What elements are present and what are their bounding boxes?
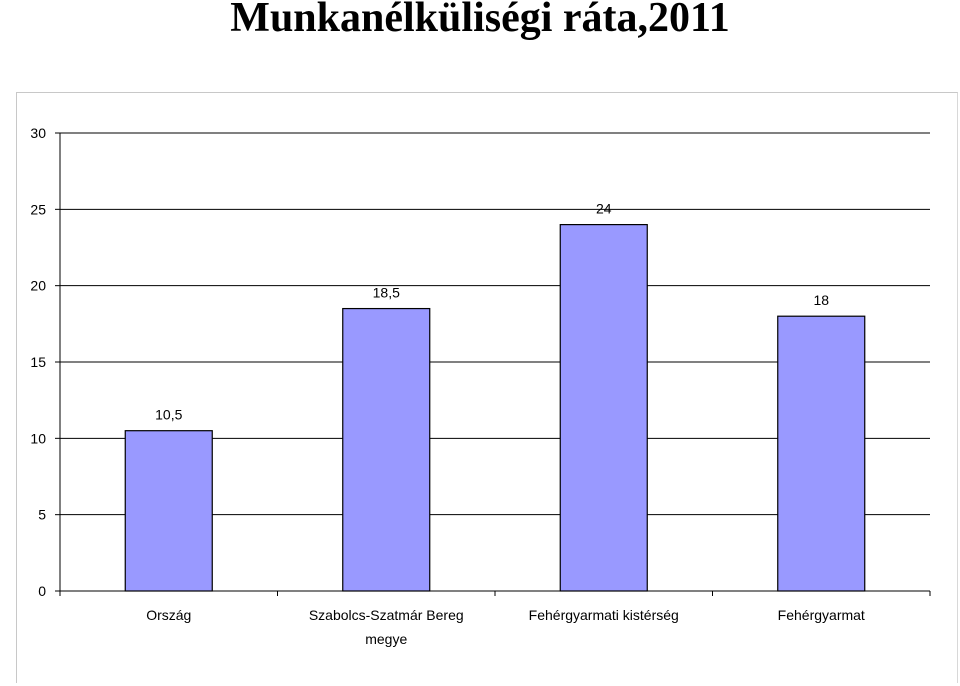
data-label: 10,5 (155, 407, 182, 423)
data-label: 18 (813, 292, 829, 308)
bars (124, 224, 866, 592)
bar (559, 224, 648, 592)
data-label: 24 (596, 201, 612, 217)
y-tick-label: 20 (30, 278, 46, 294)
y-tick-label: 25 (30, 201, 46, 217)
x-category-label: Fehérgyarmat (778, 607, 865, 623)
x-category-label: Szabolcs-Szatmár Bereg (309, 607, 464, 623)
y-tick-label: 15 (30, 354, 46, 370)
page-title: Munkanélküliségi ráta,2011 (230, 0, 730, 41)
x-category-label: Fehérgyarmati kistérség (529, 607, 679, 623)
data-label: 18,5 (373, 285, 400, 301)
y-tick-label: 30 (30, 125, 46, 141)
bar (124, 430, 213, 592)
x-category-label: megye (365, 631, 407, 647)
y-tick-label: 0 (38, 583, 46, 599)
y-tick-label: 10 (30, 430, 46, 446)
x-category-label: Ország (146, 607, 191, 623)
bar (342, 307, 431, 592)
y-tick-label: 5 (38, 507, 46, 523)
bar (777, 315, 866, 592)
labels: 0 5 10 15 20 25 30 10,5 Ország 18,5 Szabolcs-Szatm… (30, 125, 865, 647)
